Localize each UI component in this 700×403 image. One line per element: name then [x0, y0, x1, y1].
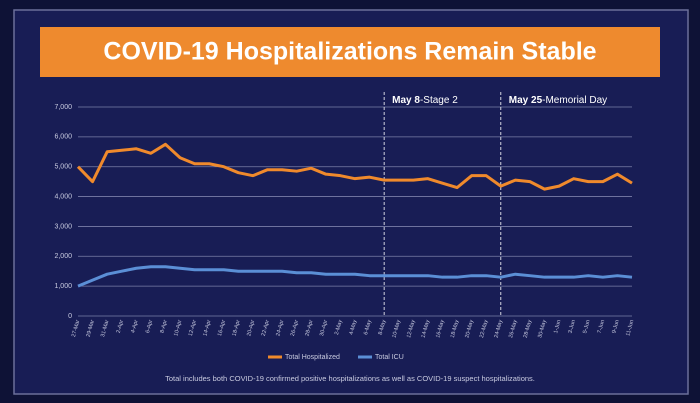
y-tick-label: 5,000 [54, 164, 72, 171]
annotation-text: -Stage 2 [420, 95, 458, 106]
x-tick-label: 3-Jun [568, 319, 577, 334]
x-tick-label: 22-Apr [261, 319, 271, 337]
x-tick-label: 10-Apr [173, 319, 183, 337]
x-tick-label: 2-May [334, 319, 344, 336]
x-tick-label: 9-Jun [611, 319, 620, 334]
x-tick-label: 12-Apr [188, 319, 198, 337]
x-tick-label: 4-May [349, 319, 359, 336]
x-tick-label: 8-Apr [160, 319, 169, 334]
x-tick-label: 11-Jun [625, 319, 635, 336]
x-tick-label: 6-Apr [145, 319, 154, 334]
x-tick-label: 14-May [421, 319, 432, 339]
x-tick-label: 8-May [378, 319, 388, 336]
y-tick-label: 1,000 [54, 283, 72, 290]
x-tick-label: 18-May [450, 319, 461, 339]
x-tick-label: 2-Apr [116, 319, 125, 334]
x-tick-label: 24-May [494, 319, 505, 339]
title-bar [40, 27, 660, 77]
chart-title: COVID-19 Hospitalizations Remain Stable [103, 38, 596, 66]
x-tick-label: 14-Apr [202, 319, 212, 337]
x-tick-label: 24-Apr [275, 319, 285, 337]
x-tick-label: 29-Mar [86, 319, 96, 338]
x-tick-label: 5-Jun [582, 319, 591, 334]
x-tick-label: 26-May [508, 319, 519, 339]
y-tick-label: 7,000 [54, 104, 72, 111]
x-tick-label: 22-May [479, 319, 490, 339]
annotation-bold: May 8 [392, 95, 420, 106]
x-tick-label: 10-May [392, 319, 403, 339]
x-tick-label: 30-May [537, 319, 548, 339]
x-tick-label: 18-Apr [232, 319, 242, 337]
y-tick-label: 2,000 [54, 253, 72, 260]
x-tick-label: 4-Apr [130, 319, 139, 334]
y-tick-label: 6,000 [54, 134, 72, 141]
x-tick-label: 16-Apr [217, 319, 227, 337]
x-tick-label: 30-Apr [319, 319, 329, 337]
annotation: May 25-Memorial Day [509, 95, 607, 106]
footnote: Total includes both COVID-19 confirmed p… [165, 374, 535, 383]
x-tick-label: 16-May [435, 319, 446, 339]
y-tick-label: 0 [68, 313, 72, 320]
annotation-text: -Memorial Day [542, 95, 607, 106]
x-tick-label: 20-May [464, 319, 475, 339]
x-tick-label: 31-Mar [100, 319, 110, 338]
x-tick-label: 6-May [363, 319, 373, 336]
x-tick-label: 7-Jun [597, 319, 606, 334]
y-tick-label: 4,000 [54, 193, 72, 200]
x-tick-label: 20-Apr [246, 319, 256, 337]
annotation-bold: May 25 [509, 95, 543, 106]
y-tick-label: 3,000 [54, 223, 72, 230]
legend-label: Total ICU [375, 354, 404, 361]
annotation: May 8-Stage 2 [392, 95, 458, 106]
legend-label: Total Hospitalized [285, 354, 340, 361]
x-tick-label: 1-Jun [553, 319, 562, 334]
x-tick-label: 26-Apr [290, 319, 300, 337]
x-tick-label: 28-Apr [305, 319, 315, 337]
series-line [77, 265, 633, 288]
x-tick-label: 28-May [523, 319, 534, 339]
x-tick-label: 12-May [406, 319, 417, 339]
series-line [76, 142, 633, 191]
x-tick-label: 27-Mar [71, 319, 81, 338]
